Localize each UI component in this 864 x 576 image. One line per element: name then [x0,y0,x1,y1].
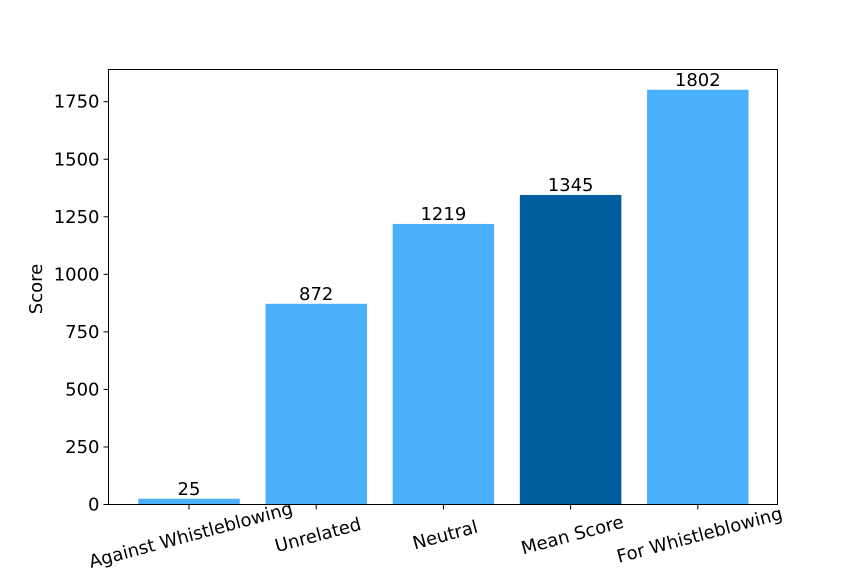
data-label-neutral: 1219 [420,204,466,225]
x-tick-label-for-whistleblowing: For Whistleblowing [615,503,785,567]
data-label-against-whistleblowing: 25 [178,479,201,500]
data-label-for-whistleblowing: 1802 [675,70,721,91]
y-tick-label-500: 500 [65,379,99,400]
y-tick-label-1500: 1500 [54,149,100,170]
bars-group [138,89,749,505]
y-axis-label: Score [26,264,47,314]
y-tick-label-1250: 1250 [54,207,100,228]
y-tick-label-1000: 1000 [54,264,100,285]
y-tick-label-0: 0 [88,495,99,516]
bar-unrelated [265,303,367,505]
data-label-unrelated: 872 [299,284,333,305]
y-axis: 0 250 500 750 1000 1250 1500 1750 [54,92,109,516]
bar-against-whistleblowing [138,498,240,505]
x-tick-label-mean-score: Mean Score [519,512,626,560]
y-tick-label-750: 750 [65,322,99,343]
bar-for-whistleblowing [647,89,749,505]
data-labels-group: 25 872 1219 1345 1802 [178,70,721,500]
data-label-mean-score: 1345 [548,175,594,196]
y-tick-label-250: 250 [65,437,99,458]
y-tick-label-1750: 1750 [54,92,100,113]
bar-neutral [392,223,495,505]
bar-mean-score [519,194,622,505]
x-tick-label-neutral: Neutral [410,517,480,554]
x-tick-label-against-whistleblowing: Against Whistleblowing [87,498,295,573]
